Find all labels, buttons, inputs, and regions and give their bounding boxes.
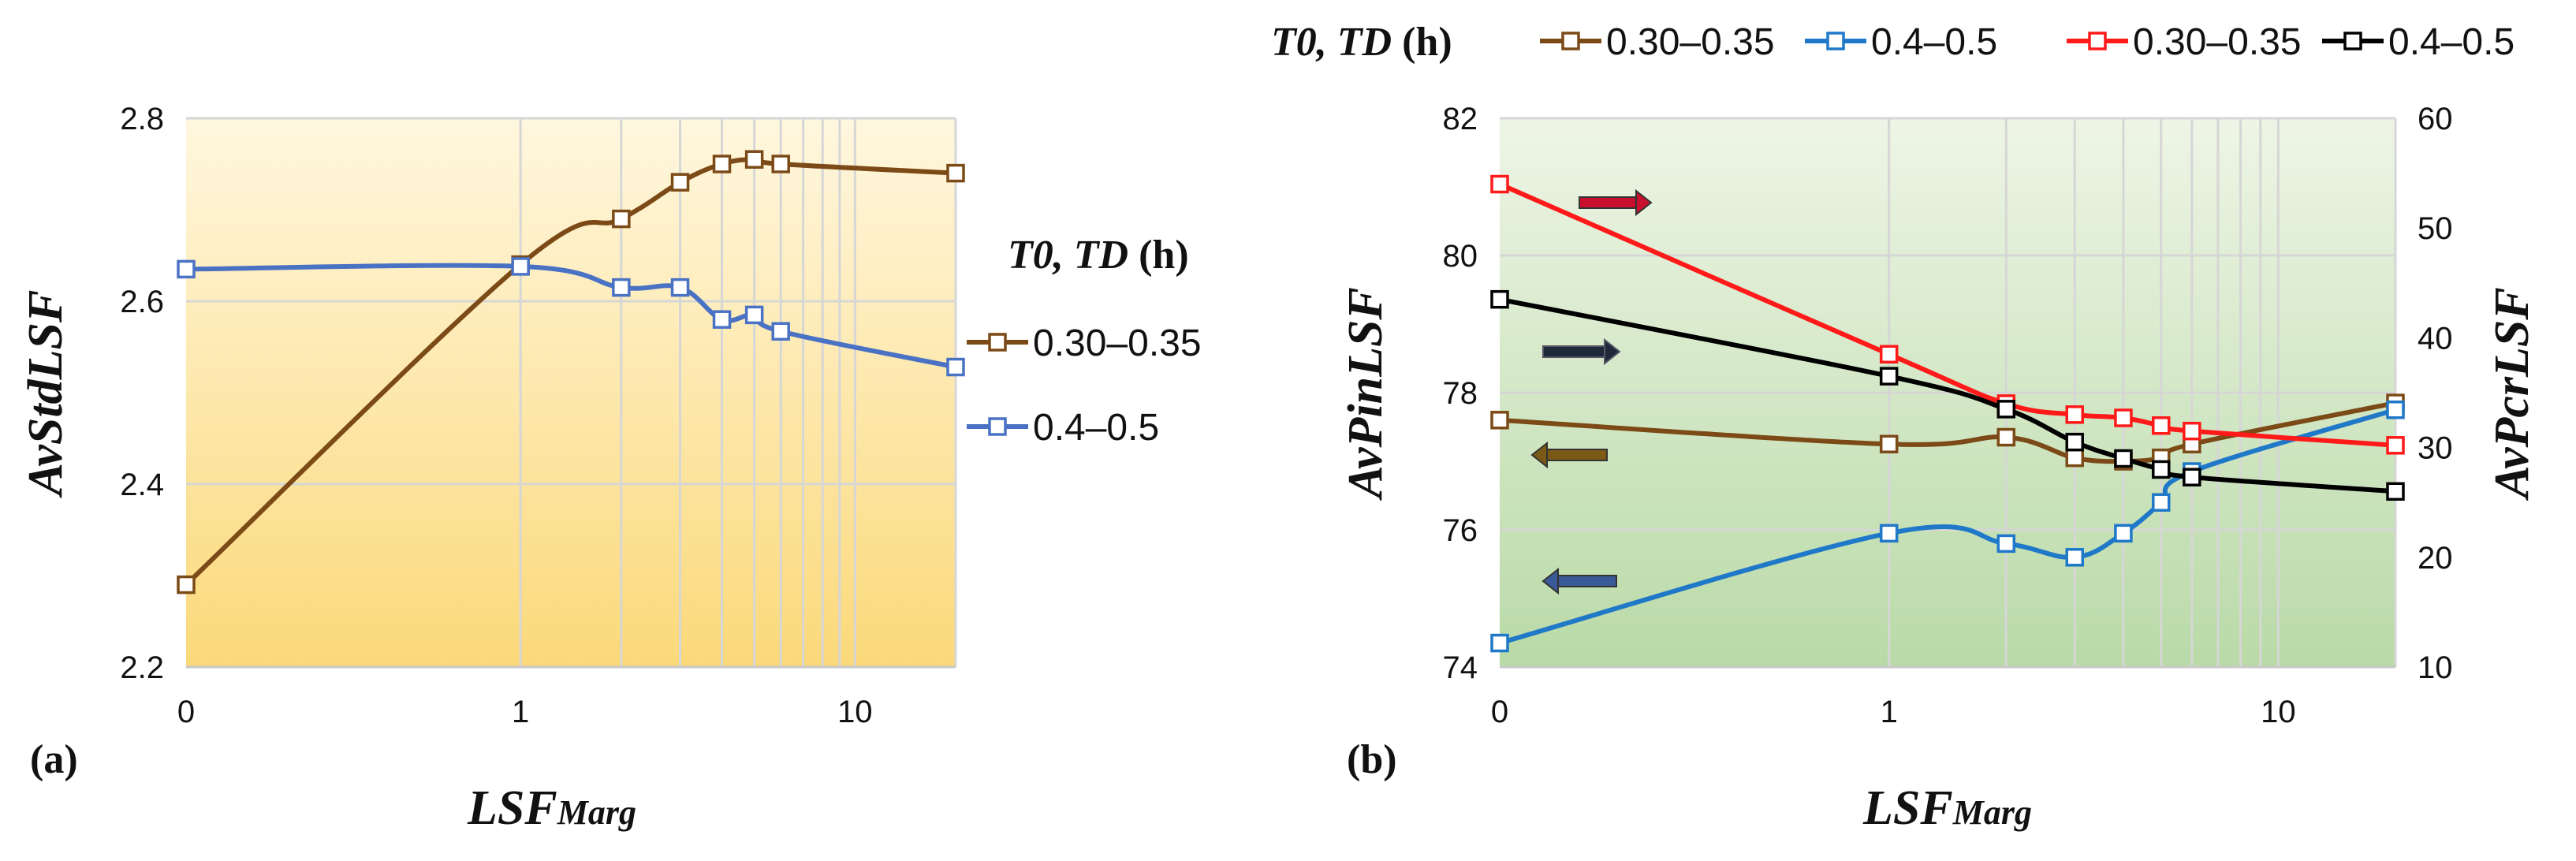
x-tick-label: 0: [1491, 695, 1508, 729]
y-right-tick-label: 20: [2418, 541, 2453, 576]
data-point: [1490, 289, 1509, 309]
legend-a: T0, TD (h) 0.30–0.35 0.4–0.5: [967, 233, 1202, 449]
data-point: [670, 278, 690, 297]
y-right-tick-label: 30: [2418, 431, 2453, 466]
data-point: [1996, 534, 2016, 554]
panel-label-a: (a): [30, 737, 78, 782]
y-axis-label-b: AvPinLSF: [1339, 287, 1392, 501]
x-tick-label: 1: [512, 695, 529, 729]
data-point: [2065, 432, 2084, 452]
legend-swatch-marker: [988, 333, 1007, 352]
legend-label: 0.4–0.5: [1871, 21, 1997, 63]
data-point: [2065, 448, 2084, 468]
y-tick-label: 2.8: [120, 102, 164, 136]
x-axis-label-b: LSFMarg: [1862, 781, 2032, 835]
data-point: [1996, 400, 2016, 419]
legend-swatch-marker: [988, 417, 1007, 436]
data-point: [2114, 449, 2133, 468]
data-point: [2386, 436, 2405, 455]
data-point: [2183, 421, 2201, 441]
data-point: [2152, 460, 2171, 479]
arrow-right-red: [1579, 188, 1653, 217]
data-point: [177, 575, 196, 594]
legend-swatch-marker: [1826, 32, 1845, 50]
data-point: [670, 173, 690, 192]
data-point: [946, 357, 965, 377]
legend-label: 0.30–0.35: [1033, 322, 1202, 364]
y-tick-label: 2.2: [120, 650, 164, 685]
data-point: [2065, 405, 2084, 424]
data-point: [511, 257, 530, 276]
y-axis-label-right-b: AvPcrLSF: [2485, 287, 2539, 501]
data-point: [712, 155, 732, 173]
legend-label: 0.4–0.5: [1033, 407, 1159, 449]
data-point: [2114, 408, 2133, 427]
x-axis-label-a: LSFMarg: [467, 781, 636, 835]
legend-title-a: T0, TD (h): [1008, 233, 1189, 278]
y-right-tick-label: 50: [2418, 211, 2453, 246]
data-point: [946, 163, 965, 183]
data-point: [771, 155, 790, 173]
y-tick-label: 2.6: [120, 285, 164, 319]
x-tick-label: 10: [2261, 695, 2296, 729]
legend-swatch-marker: [2088, 32, 2107, 50]
arrow-left-blue: [1541, 567, 1617, 595]
legend-entry: 0.30–0.35: [1540, 21, 1775, 63]
data-point: [1490, 633, 1509, 653]
data-point: [1879, 524, 1899, 543]
arrow-right-black: [1542, 337, 1621, 366]
legend-label: 0.30–0.35: [2133, 21, 2302, 63]
legend-entry: 0.30–0.35: [967, 322, 1202, 364]
y-right-tick-label: 60: [2418, 102, 2453, 136]
legend-label: 0.30–0.35: [1606, 21, 1775, 63]
data-point: [2386, 401, 2405, 419]
data-point: [1490, 411, 1509, 430]
legend-title-b: T0, TD (h): [1271, 20, 1452, 65]
data-point: [612, 209, 631, 229]
data-point: [2065, 548, 2084, 567]
data-point: [2386, 482, 2405, 501]
data-point: [2183, 468, 2201, 486]
plot-area-a: [186, 118, 956, 667]
y-tick-label: 74: [1443, 650, 1478, 685]
x-tick-label: 0: [177, 695, 195, 729]
panel-b: 74 76 78 80 82 10 20 30 40 50 60 0 1 10 AvPinLSF AvPc…: [1271, 20, 2539, 835]
data-point: [2152, 493, 2171, 512]
y-right-tick-label: 10: [2418, 650, 2453, 685]
data-point: [612, 278, 631, 297]
y-tick-label: 80: [1443, 239, 1478, 274]
x-tick-label: 1: [1881, 695, 1898, 729]
legend-entry: 0.4–0.5: [967, 407, 1159, 449]
data-point: [712, 310, 732, 329]
y-right-tick-label: 40: [2418, 321, 2453, 356]
y-tick-label: 2.4: [120, 468, 164, 502]
data-point: [177, 259, 196, 279]
legend-swatch-marker: [2343, 32, 2362, 50]
arrow-left-brown: [1530, 441, 1608, 469]
data-point: [2152, 416, 2171, 435]
data-point: [1879, 434, 1899, 453]
legend-label: 0.4–0.5: [2388, 21, 2514, 63]
data-point: [1879, 367, 1899, 386]
data-point: [1490, 174, 1509, 194]
y-axis-label-a: AvStdLSF: [19, 290, 73, 499]
data-point: [771, 322, 790, 341]
y-tick-label: 82: [1443, 102, 1478, 136]
legend-b: T0, TD (h) 0.30–0.35 0.4–0.5 0.30–0.35 0.4–…: [1271, 20, 2514, 65]
panel-label-b: (b): [1347, 737, 1397, 782]
legend-swatch-marker: [1561, 32, 1580, 50]
legend-entry: 0.30–0.35: [2067, 21, 2302, 63]
data-point: [1879, 345, 1899, 364]
panel-a: 2.2 2.4 2.6 2.8 0 1 10 AvStdLSF LSFMarg (a) T0…: [19, 102, 1202, 835]
y-tick-label: 78: [1443, 376, 1478, 411]
legend-entry: 0.4–0.5: [1805, 21, 1997, 63]
data-point: [744, 150, 764, 169]
data-point: [744, 305, 764, 325]
x-tick-label: 10: [837, 695, 873, 729]
legend-entry: 0.4–0.5: [2322, 21, 2514, 63]
data-point: [1996, 427, 2016, 447]
y-tick-label: 76: [1443, 513, 1478, 548]
data-point: [2114, 524, 2133, 543]
